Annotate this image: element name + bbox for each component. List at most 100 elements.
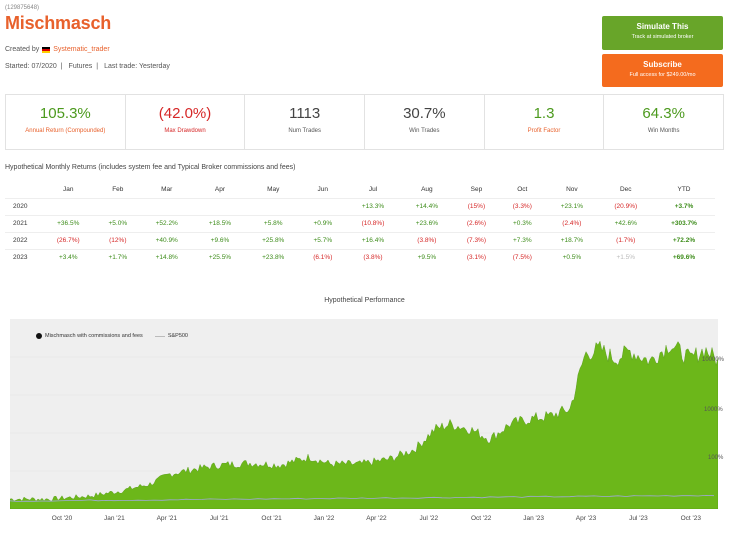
month-return-cell: +16.4% [345,231,401,249]
month-return-cell: +0.9% [299,214,346,232]
last-trade: Last trade: Yesterday [104,63,170,70]
table-row: 2023 +3.4% +1.7% +14.8% +25.5% +23.8% (6.1%) (3… [5,248,715,266]
x-axis-label: Jul '22 [419,515,439,522]
month-return-cell: +9.5% [400,248,454,266]
column-header: Sep [470,186,483,194]
month-return-cell: +23.6% [400,214,454,232]
x-axis-labels: Oct '20 Jan '21 Apr '21 Jul '21 Oct '21 Jan '… [0,515,729,525]
system-id: (129875648) [5,5,40,11]
started-date: Started: 07/2020 [5,63,57,70]
month-return-cell: +0.3% [499,214,546,232]
legend-item-sp500[interactable]: S&P500 [154,333,188,339]
stat-label: Win Trades [409,128,440,134]
column-header: Jun [317,186,329,194]
stat-value: 1.3 [533,105,555,122]
category: Futures [68,63,93,70]
column-header: Feb [112,186,124,194]
x-axis-label: Jan '23 [523,515,544,522]
month-return-cell: (2.6%) [453,214,500,232]
month-return-cell: +7.3% [499,231,546,249]
legend-label-system: Mischmasch with commissions and fees [45,333,143,339]
x-axis-label: Jan '22 [313,515,335,522]
performance-chart-svg [10,319,718,509]
stat-win-months: 64.3% Win Months [604,95,723,149]
column-header: Jan [63,186,74,194]
month-return-cell: +23.1% [545,197,599,215]
stat-value: (42.0%) [158,105,212,122]
legend-line-icon [154,335,165,337]
stat-label: Num Trades [288,128,322,134]
x-axis-label: Apr '21 [156,515,177,522]
month-return-cell: +5.0% [95,214,141,232]
month-return-cell: (7.3%) [453,231,500,249]
month-return-cell: +9.6% [193,231,247,249]
year-cell: 2022 [5,231,41,249]
column-header: Mar [161,186,173,194]
x-axis-label: Jul '21 [209,515,229,522]
sp500-line [10,494,715,502]
month-return-cell: +14.4% [400,197,454,215]
year-cell: 2023 [5,248,41,266]
month-return-cell: +40.9% [140,231,194,249]
germany-flag-icon [42,46,51,53]
table-row: 2020 +13.3% +14.4% (15%) (3.3%) +23.1% (20.9%)… [5,197,715,215]
month-return-cell: +13.3% [345,197,401,215]
month-return-cell: +18.7% [545,231,599,249]
month-return-cell: (1.7%) [598,231,654,249]
simulate-button-sub: Track at simulated broker [631,34,694,40]
column-header: Jul [368,186,378,194]
simulate-button[interactable]: Simulate This Track at simulated broker [602,16,723,50]
month-return-cell: (3.1%) [453,248,500,266]
month-return-cell: (3.3%) [499,197,546,215]
month-return-cell: +52.2% [140,214,194,232]
year-cell: 2020 [5,197,41,215]
column-header: Nov [566,186,578,194]
month-return-cell: (7.5%) [499,248,546,266]
month-return-cell: +36.5% [41,214,96,232]
month-return-cell [246,197,300,215]
performance-title: Hypothetical Performance [324,297,405,304]
subscribe-button-label: Subscribe [643,60,682,69]
created-by-label: Created by [5,46,40,53]
legend-label-sp500: S&P500 [167,333,188,339]
stat-profit-factor: 1.3 Profit Factor [485,95,605,149]
column-header: Apr [214,186,226,194]
month-return-cell [95,197,141,215]
month-return-cell: +25.5% [193,248,247,266]
year-cell: 2021 [5,214,41,232]
x-axis-label: Jul '23 [629,515,648,522]
monthly-returns-table: Jan Feb Mar Apr May Jun Jul Aug Sep Oct Nov Dec YTD … [5,182,715,266]
month-return-cell: +3.4% [41,248,96,266]
subscribe-button[interactable]: Subscribe Full access for $249.00/mo [602,54,723,87]
month-return-cell [193,197,247,215]
ytd-cell: +3.7% [653,197,715,215]
author-link[interactable]: Systematic_trader [53,46,110,53]
table-header-row: Jan Feb Mar Apr May Jun Jul Aug Sep Oct Nov Dec YTD [5,182,715,198]
performance-chart[interactable] [10,319,718,509]
x-axis-label: Oct '22 [470,515,492,522]
stat-win-trades: 30.7% Win Trades [365,95,485,149]
column-header [5,182,41,198]
month-return-cell: (10.8%) [345,214,401,232]
stat-value: 1113 [289,105,321,122]
month-return-cell [41,197,96,215]
month-return-cell: (20.9%) [598,197,654,215]
month-return-cell [140,197,194,215]
table-body: 2020 +13.3% +14.4% (15%) (3.3%) +23.1% (20.9%)… [5,197,715,266]
stat-label: Win Months [647,128,680,134]
table-row: 2021 +36.5% +5.0% +52.2% +18.5% +5.8% +0.9% (10… [5,214,715,232]
y-axis-label: 1000% [704,407,723,413]
ytd-cell: +303.7% [653,214,715,232]
month-return-cell: +1.7% [95,248,141,266]
month-return-cell: +5.8% [246,214,300,232]
month-return-cell: +23.8% [246,248,300,266]
month-return-cell: (3.8%) [345,248,401,266]
month-return-cell [299,197,346,215]
month-return-cell: (3.8%) [400,231,454,249]
stats-panel: 105.3% Annual Return (Compounded) (42.0%… [5,94,724,150]
x-axis-label: Jan '21 [104,515,125,522]
column-header: Dec [619,186,632,194]
legend-item-system[interactable]: Mischmasch with commissions and fees [36,333,143,339]
legend-dot-icon [36,333,42,339]
month-return-cell: +5.7% [299,231,346,249]
